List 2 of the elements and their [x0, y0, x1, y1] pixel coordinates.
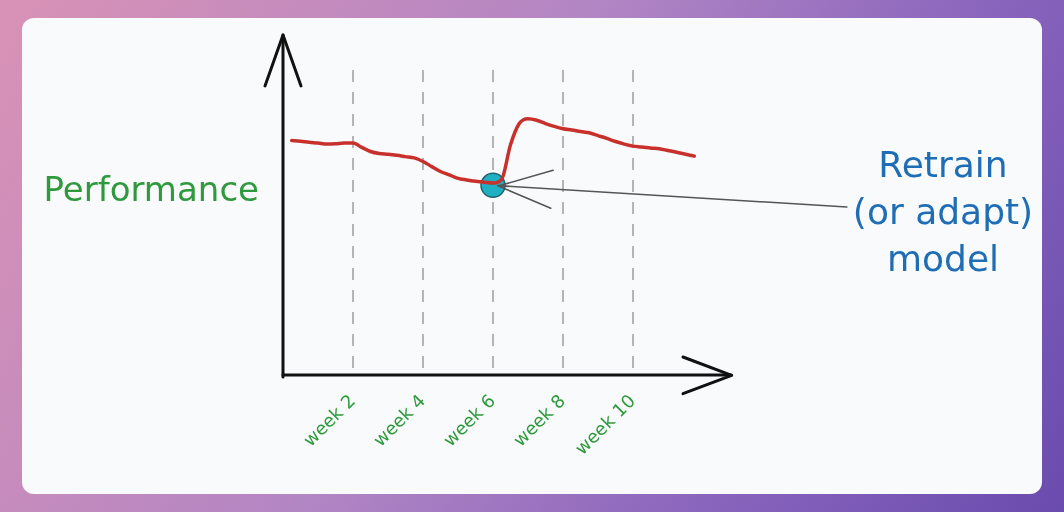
y-axis-title: Performance: [43, 168, 259, 209]
annotation: Retrain (or adapt) model: [852, 144, 1034, 280]
